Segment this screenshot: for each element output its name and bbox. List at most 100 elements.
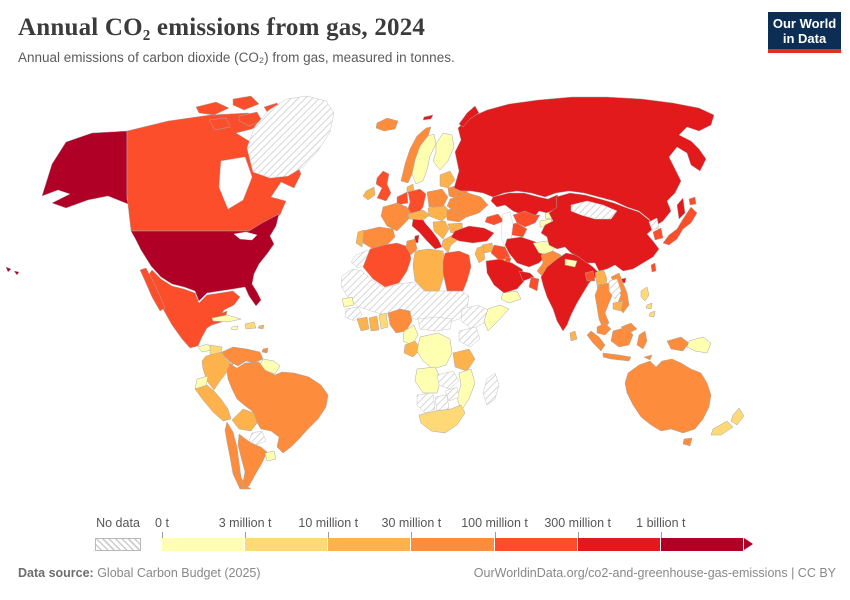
country-new-zealand[interactable] <box>710 420 734 436</box>
country-madagascar[interactable] <box>482 372 500 406</box>
country-indonesia[interactable] <box>610 326 634 348</box>
legend-segment[interactable] <box>328 538 412 551</box>
country-oman[interactable] <box>528 276 540 292</box>
country-philippines[interactable] <box>645 302 653 310</box>
country-peru[interactable] <box>194 384 232 422</box>
country-china[interactable] <box>540 192 660 272</box>
country-mexico[interactable] <box>139 267 166 312</box>
country-france[interactable] <box>380 202 413 232</box>
country-japan[interactable] <box>662 206 698 246</box>
country-switzerland-austria[interactable] <box>407 209 431 221</box>
country-indonesia[interactable] <box>586 330 606 352</box>
country-paraguay[interactable] <box>248 430 267 446</box>
country-sahel[interactable] <box>340 268 470 324</box>
country-colombia[interactable] <box>201 351 231 391</box>
legend-segment[interactable] <box>411 538 495 551</box>
country-chile[interactable] <box>224 421 252 490</box>
country-tanzania[interactable] <box>452 348 476 372</box>
country-jamaica[interactable] <box>230 325 239 331</box>
legend-segment[interactable] <box>162 538 246 551</box>
country-dr-congo[interactable] <box>416 332 453 370</box>
country-togo-benin[interactable] <box>378 312 389 330</box>
country-ghana[interactable] <box>368 315 380 332</box>
country-united-kingdom[interactable] <box>375 170 392 202</box>
country-poland[interactable] <box>426 188 449 208</box>
country-angola[interactable] <box>414 366 442 394</box>
country-mexico[interactable] <box>146 269 241 349</box>
country-cameroon[interactable] <box>402 324 419 346</box>
legend-segment[interactable] <box>245 538 329 551</box>
country-greenland[interactable] <box>246 95 335 179</box>
country-spain[interactable] <box>362 226 396 250</box>
country-south-africa[interactable] <box>418 404 466 434</box>
country-benelux[interactable] <box>396 191 409 206</box>
country-namibia[interactable] <box>416 392 436 414</box>
owid-logo[interactable]: Our World in Data <box>768 12 841 53</box>
country-gabon-congo[interactable] <box>403 340 422 358</box>
country-canada[interactable] <box>208 117 231 131</box>
country-ukraine[interactable] <box>446 192 489 218</box>
country-iceland[interactable] <box>375 117 399 132</box>
country-united-states[interactable] <box>13 270 20 276</box>
country-nigeria[interactable] <box>387 308 413 334</box>
country-qatar-uae[interactable] <box>518 270 535 282</box>
country-australia[interactable] <box>682 437 693 447</box>
legend-segment[interactable] <box>660 538 744 551</box>
country-canada[interactable] <box>232 95 260 111</box>
country-zambia[interactable] <box>436 370 460 390</box>
country-malaysia[interactable] <box>596 322 612 336</box>
country-japan[interactable] <box>688 196 697 206</box>
country-cuba[interactable] <box>211 314 242 323</box>
country-cambodia[interactable] <box>612 300 624 312</box>
legend-segment[interactable] <box>577 538 661 551</box>
country-indonesia[interactable] <box>636 330 648 350</box>
country-taiwan[interactable] <box>650 262 657 273</box>
country-zimbabwe[interactable] <box>444 386 460 402</box>
country-philippines[interactable] <box>648 310 656 318</box>
country-guinea-region[interactable] <box>344 306 363 322</box>
country-south-korea[interactable] <box>652 227 664 241</box>
country-italy[interactable] <box>411 215 443 250</box>
country-united-states[interactable] <box>5 266 12 273</box>
country-somalia[interactable] <box>483 304 510 332</box>
country-canada[interactable] <box>195 101 230 116</box>
country-ireland[interactable] <box>362 186 376 201</box>
country-egypt[interactable] <box>442 250 472 292</box>
country-mongolia[interactable] <box>570 200 618 220</box>
country-argentina[interactable] <box>237 433 268 488</box>
country-finland[interactable] <box>432 132 455 171</box>
country-bangladesh[interactable] <box>584 270 596 282</box>
country-kenya-uganda[interactable] <box>458 326 481 348</box>
country-indonesia[interactable] <box>643 354 653 361</box>
country-nepal[interactable] <box>564 258 578 268</box>
country-norway[interactable] <box>400 126 432 184</box>
country-car-south-sudan[interactable] <box>417 316 453 332</box>
country-new-zealand[interactable] <box>730 407 745 426</box>
country-libya[interactable] <box>412 248 446 292</box>
country-indonesia[interactable] <box>602 352 632 362</box>
country-indonesia[interactable] <box>666 336 690 352</box>
country-ethiopia[interactable] <box>460 304 491 330</box>
country-yemen[interactable] <box>500 290 522 304</box>
country-canada[interactable] <box>238 111 263 127</box>
country-australia[interactable] <box>624 358 712 434</box>
country-balkans[interactable] <box>432 220 450 240</box>
country-baltics[interactable] <box>439 170 456 189</box>
legend-segment[interactable] <box>494 538 578 551</box>
country-russia[interactable] <box>453 96 715 228</box>
country-brazil[interactable] <box>226 361 329 454</box>
country-portugal[interactable] <box>355 229 365 248</box>
country-philippines[interactable] <box>640 286 650 302</box>
credit-link[interactable]: OurWorldinData.org/co2-and-greenhouse-ga… <box>473 566 836 580</box>
country-uruguay[interactable] <box>264 450 277 462</box>
country-central-europe[interactable] <box>427 205 452 222</box>
country-kuwait[interactable] <box>504 256 512 263</box>
country-laos[interactable] <box>608 278 622 300</box>
country-mozambique[interactable] <box>456 368 476 412</box>
country-caucasus[interactable] <box>484 213 505 226</box>
country-hispaniola[interactable] <box>244 321 257 330</box>
country-sri-lanka[interactable] <box>569 330 578 342</box>
country-levant[interactable] <box>474 245 486 264</box>
country-ivory-coast[interactable] <box>356 316 370 332</box>
country-north-korea[interactable] <box>648 217 660 231</box>
